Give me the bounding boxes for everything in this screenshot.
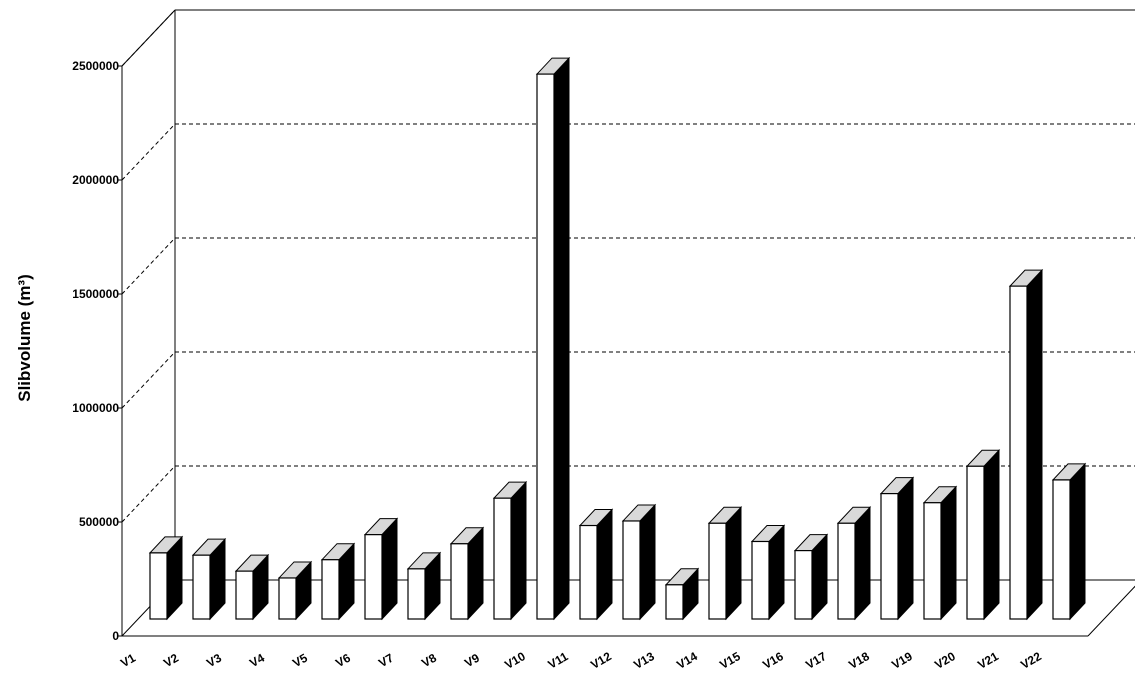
bar xyxy=(578,508,614,621)
y-axis-ticks: 0 500000 1000000 1500000 2000000 2500000 xyxy=(72,59,122,643)
x-tick-label: V7 xyxy=(376,651,396,671)
x-tick-label: V17 xyxy=(803,649,829,672)
bar xyxy=(492,480,528,621)
x-tick-label: V3 xyxy=(204,651,224,671)
bar xyxy=(879,476,915,621)
x-tick-label: V14 xyxy=(674,649,700,672)
bar xyxy=(535,56,571,621)
y-tick-label: 1500000 xyxy=(72,287,119,301)
bar-side xyxy=(553,56,570,621)
bar xyxy=(320,542,356,621)
x-tick-label: V11 xyxy=(546,649,571,672)
y-tick-label: 2500000 xyxy=(72,59,119,73)
bar-side xyxy=(381,517,398,621)
bar xyxy=(406,551,442,621)
x-tick-label: V13 xyxy=(631,649,657,672)
y-tick-label: 500000 xyxy=(79,515,119,529)
bar xyxy=(449,526,485,621)
floor-right-edge xyxy=(1087,585,1135,637)
gridline-depth xyxy=(121,351,176,409)
bar xyxy=(750,524,786,621)
bar-front xyxy=(192,554,211,620)
bar-front xyxy=(794,549,813,620)
bar-front xyxy=(407,568,426,620)
y-tick-label: 0 xyxy=(112,629,119,643)
x-tick-label: V20 xyxy=(932,649,958,672)
x-tick-label: V18 xyxy=(846,649,872,672)
bar-front xyxy=(493,497,512,620)
bar-front xyxy=(149,552,168,620)
x-tick-label: V21 xyxy=(975,649,1001,672)
y-tick-label: 2000000 xyxy=(72,173,119,187)
bar-front xyxy=(966,465,985,620)
bar-front xyxy=(880,493,899,620)
x-tick-label: V10 xyxy=(502,649,528,672)
bar xyxy=(965,448,1001,621)
bar-side xyxy=(897,476,914,621)
y-tick-label: 1000000 xyxy=(72,401,119,415)
bar-front xyxy=(622,520,641,620)
bar-side xyxy=(1069,462,1086,621)
x-tick-label: V19 xyxy=(889,649,915,672)
bar xyxy=(234,553,270,621)
x-tick-label: V12 xyxy=(588,649,614,672)
bar-side xyxy=(940,485,957,621)
gridlines xyxy=(121,9,1135,523)
gridline-depth xyxy=(121,9,176,67)
bar-front xyxy=(708,522,727,620)
x-tick-label: V8 xyxy=(419,651,439,671)
bar-side xyxy=(1026,268,1043,621)
bar-front xyxy=(1009,285,1028,620)
bar xyxy=(664,567,700,621)
bar-front xyxy=(450,543,469,620)
bar xyxy=(1051,462,1087,621)
x-tick-label: V1 xyxy=(118,651,138,671)
x-tick-label: V2 xyxy=(161,651,181,671)
bar xyxy=(363,517,399,621)
bar-side xyxy=(854,505,871,621)
bar xyxy=(922,485,958,621)
bar-front xyxy=(665,584,684,620)
x-tick-label: V4 xyxy=(247,651,267,671)
bar-front xyxy=(751,540,770,620)
bar-side xyxy=(510,480,527,621)
bar-front xyxy=(321,559,340,620)
bar xyxy=(793,533,829,621)
bar-side xyxy=(725,505,742,621)
y-axis-title: Slibvolume (m³) xyxy=(15,274,34,402)
bar xyxy=(621,503,657,621)
x-tick-label: V6 xyxy=(333,651,353,671)
x-axis-labels: V1 V2 V3 V4 V5 V6 V7 V8 V9 V10 V11 V12 V13 V14 V15 V16 V… xyxy=(118,649,1044,672)
bar xyxy=(1008,268,1044,621)
x-tick-label: V5 xyxy=(290,651,310,671)
bar-front xyxy=(923,502,942,620)
bar xyxy=(277,560,313,621)
bar-side xyxy=(639,503,656,621)
x-tick-label: V22 xyxy=(1018,649,1044,672)
gridline-depth xyxy=(121,237,176,295)
bars xyxy=(148,56,1087,621)
bar-side xyxy=(983,448,1000,621)
x-tick-label: V15 xyxy=(717,649,743,672)
bar xyxy=(707,505,743,621)
bar-front xyxy=(536,73,555,620)
bar-front xyxy=(579,524,598,620)
bar xyxy=(191,537,227,621)
bar-front xyxy=(235,570,254,620)
bar-front xyxy=(364,534,383,620)
bar xyxy=(836,505,872,621)
bar xyxy=(148,535,184,621)
bar-front xyxy=(278,577,297,620)
x-tick-label: V9 xyxy=(462,651,482,671)
x-tick-label: V16 xyxy=(760,649,786,672)
bar-side xyxy=(596,508,613,621)
bar-front xyxy=(837,522,856,620)
bar-front xyxy=(1052,479,1071,620)
gridline-depth xyxy=(121,123,176,181)
gridline-depth xyxy=(121,465,176,523)
